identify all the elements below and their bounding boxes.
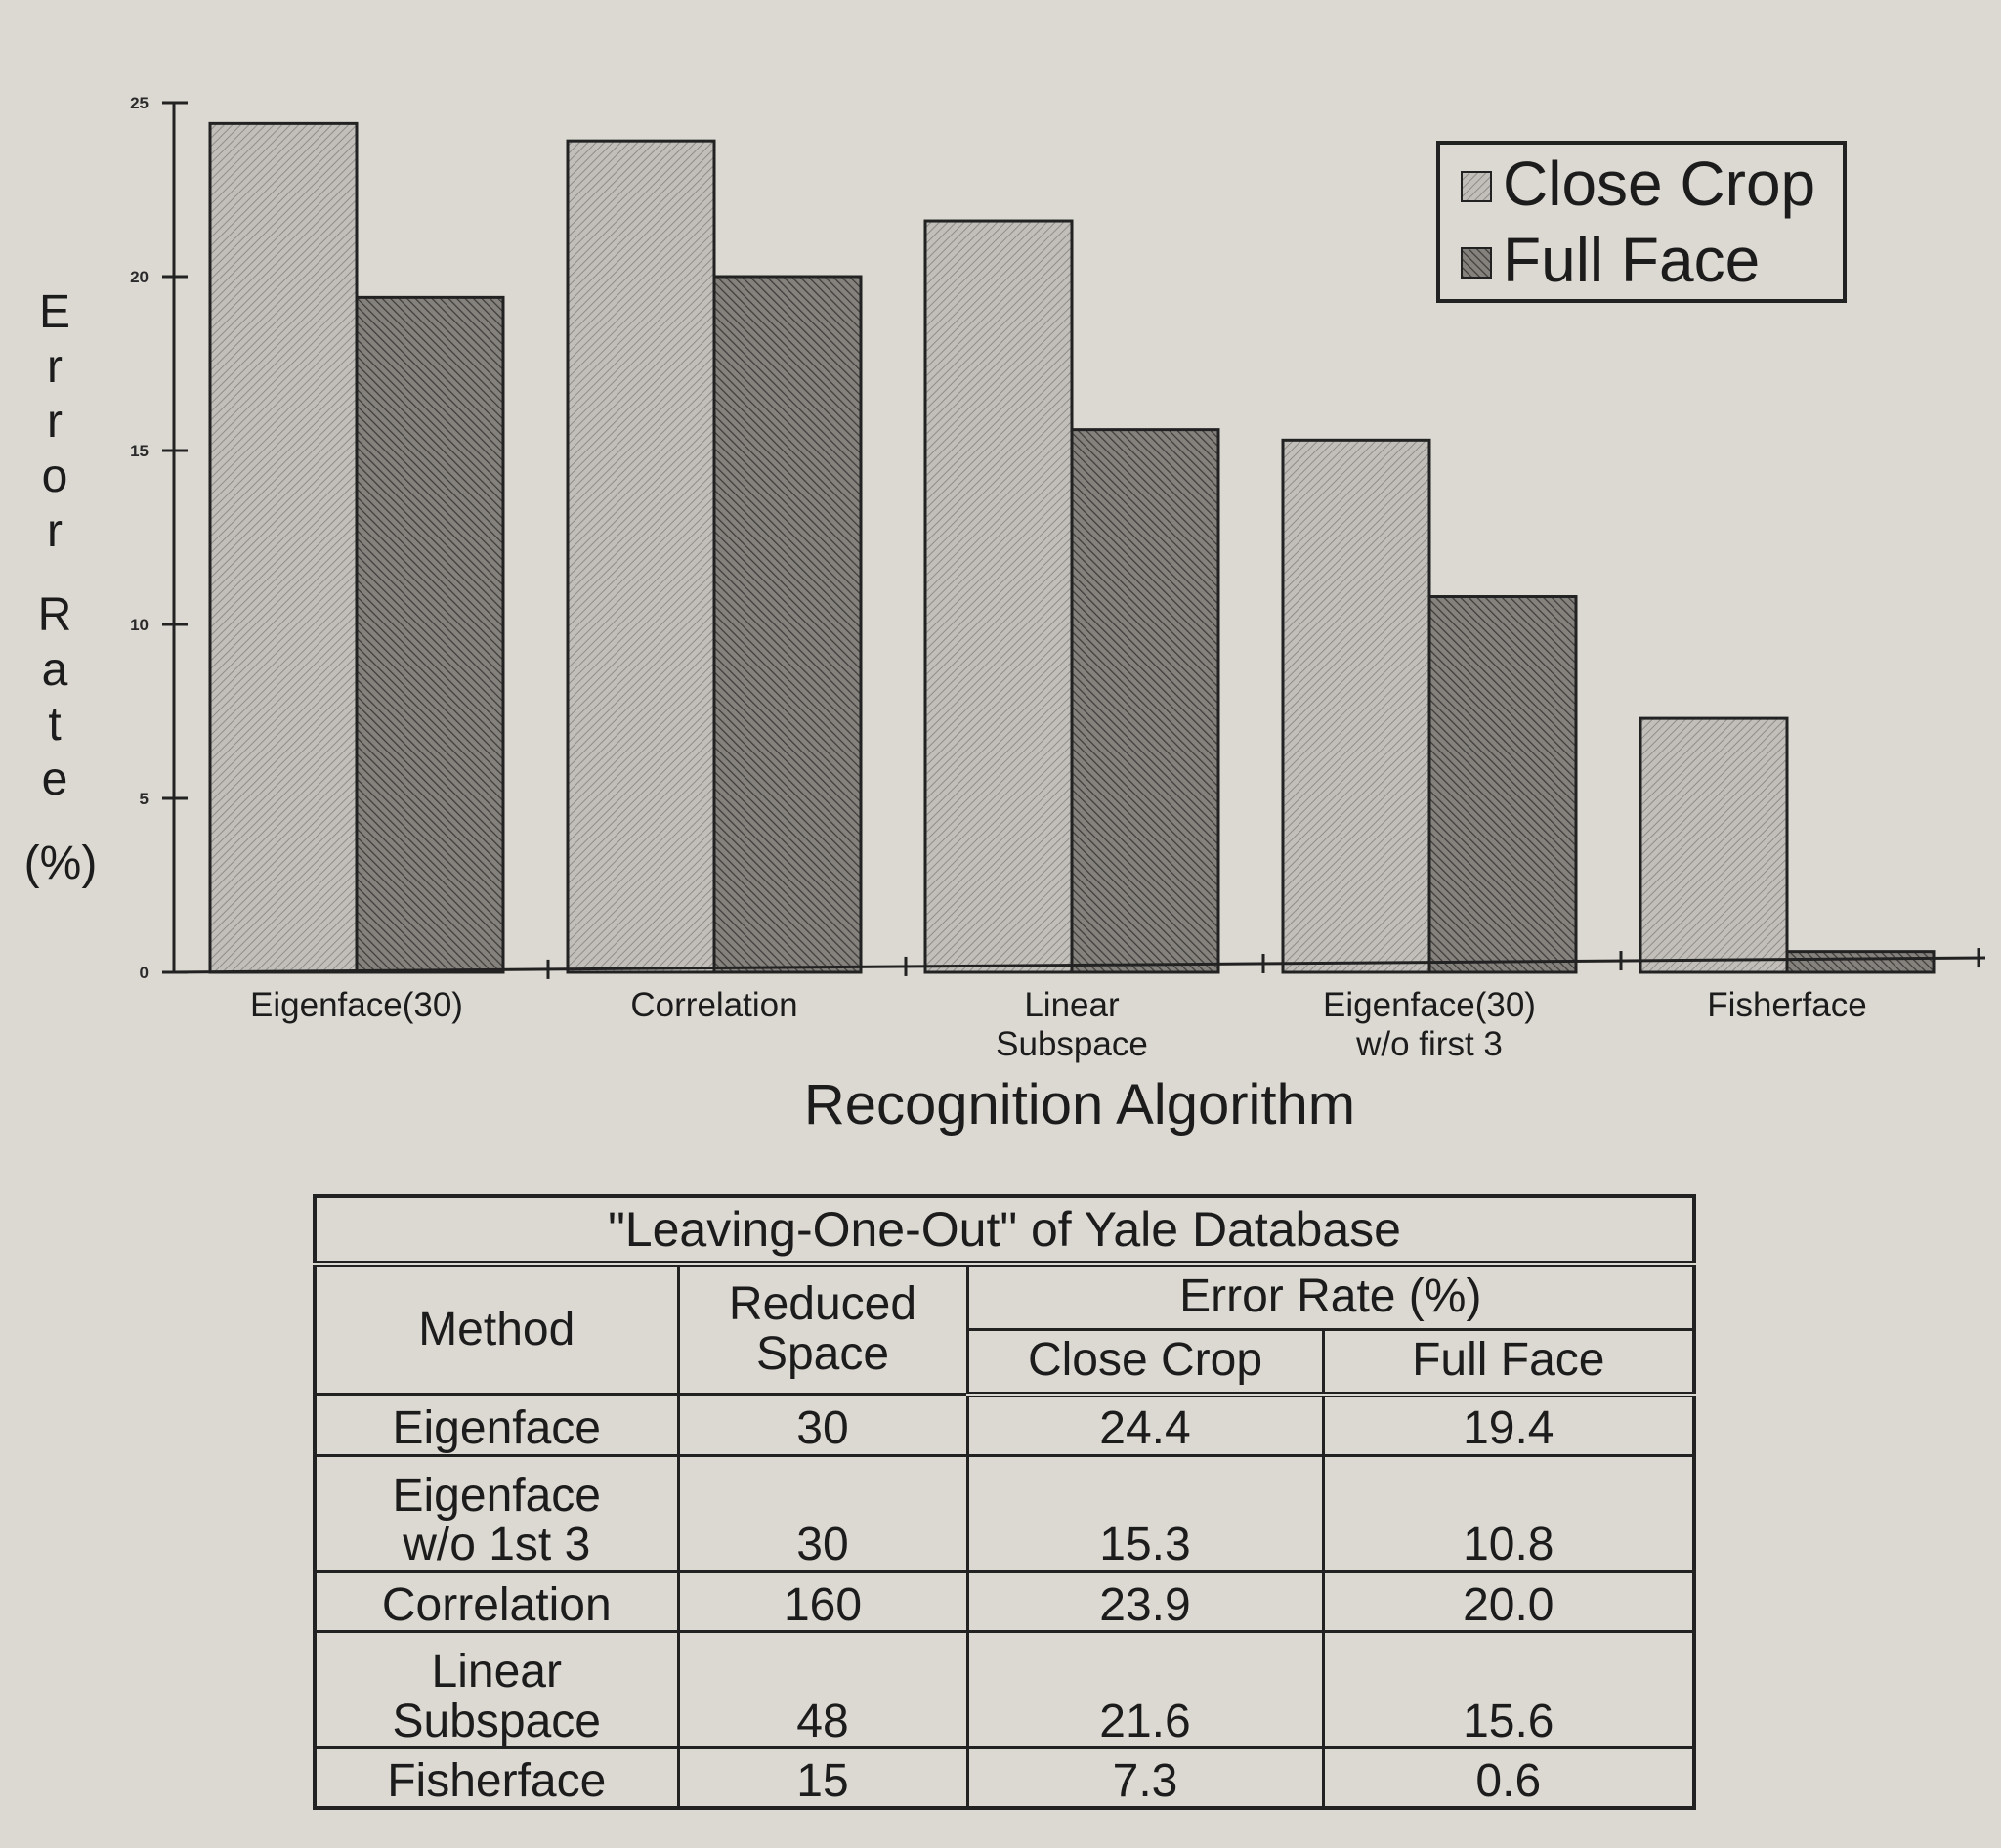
legend-label-close-crop: Close Crop: [1503, 149, 1815, 219]
y-axis-title-letter: t: [48, 699, 61, 751]
bar-close-crop: [1281, 438, 1431, 974]
header-full-face: Full Face: [1321, 1327, 1696, 1397]
bars-group: [208, 121, 1936, 974]
legend-swatch-full-face: [1461, 247, 1492, 279]
cell-method-line: Eigenface: [392, 1470, 602, 1523]
cell-full-face: 10.8: [1321, 1453, 1696, 1573]
x-ticks: [546, 948, 1980, 979]
header-error-rate: Error Rate (%): [965, 1262, 1696, 1331]
bar-full-face: [712, 275, 863, 974]
cell-method-line: Fisherface: [387, 1754, 607, 1807]
cell-reduced-space: 48: [676, 1629, 969, 1749]
category-label: w/o first 3: [1355, 1025, 1503, 1063]
legend: Close Crop Full Face: [1436, 141, 1847, 303]
y-axis-title-unit: (%): [24, 838, 98, 889]
cell-reduced-space: 30: [676, 1393, 969, 1457]
cell-method-line: Linear: [431, 1646, 562, 1698]
cell-full-face: 15.6: [1321, 1629, 1696, 1749]
cell-close-crop: 21.6: [965, 1629, 1325, 1749]
legend-box: [1436, 141, 1847, 303]
table-row: Eigenface 30 24.4 19.4: [313, 1393, 1696, 1457]
y-tick-label: 25: [130, 94, 149, 112]
cell-method: Eigenface: [313, 1393, 680, 1457]
bar-full-face: [1070, 428, 1220, 974]
y-axis-title-letter: a: [42, 644, 68, 696]
cell-method-line: Eigenface: [392, 1402, 602, 1455]
y-axis-title-letter: R: [38, 589, 72, 641]
table-row: Correlation 160 23.9 20.0: [313, 1569, 1696, 1633]
cell-method: Linear Subspace: [313, 1629, 680, 1749]
cell-close-crop: 23.9: [965, 1569, 1325, 1633]
category-label: Linear: [1024, 986, 1120, 1024]
table-row: Eigenface w/o 1st 3 30 15.3 10.8: [313, 1453, 1696, 1573]
y-tick-label: 15: [130, 442, 149, 460]
y-tick-label: 5: [140, 790, 149, 808]
cell-reduced-space: 160: [676, 1569, 969, 1633]
y-axis-title-letter: r: [47, 505, 63, 557]
category-label: Eigenface(30): [250, 986, 463, 1024]
y-axis-title-letter: r: [47, 341, 63, 393]
category-label: Fisherface: [1707, 986, 1866, 1024]
cell-reduced-space: 30: [676, 1453, 969, 1573]
header-method: Method: [313, 1262, 680, 1397]
y-tick-label: 20: [130, 268, 149, 286]
bar-close-crop: [566, 139, 716, 974]
cell-reduced-space: 15: [676, 1745, 969, 1810]
bar-full-face: [355, 295, 505, 974]
y-ticks: 0 5 10 15 20 25: [130, 94, 188, 982]
x-axis: [173, 956, 1986, 974]
cell-method: Eigenface w/o 1st 3: [313, 1453, 680, 1573]
cell-method-line: w/o 1st 3: [403, 1519, 591, 1571]
y-tick-label: 10: [130, 616, 149, 634]
cell-method-line: Correlation: [381, 1578, 612, 1631]
y-axis-title-letter: r: [47, 396, 63, 448]
cell-method-line: Subspace: [392, 1695, 602, 1747]
cell-close-crop: 24.4: [965, 1393, 1325, 1457]
x-axis-title: Recognition Algorithm: [804, 1073, 1355, 1137]
category-label: Correlation: [630, 986, 797, 1024]
cell-close-crop: 7.3: [965, 1745, 1325, 1810]
category-label: Eigenface(30): [1323, 986, 1536, 1024]
bar-full-face: [1427, 595, 1578, 974]
y-axis-title-letter: e: [42, 753, 68, 805]
y-tick-label: 0: [140, 964, 149, 982]
bar-close-crop: [208, 121, 359, 974]
bar-close-crop: [923, 219, 1074, 974]
cell-method: Correlation: [313, 1569, 680, 1633]
table-row: Linear Subspace 48 21.6 15.6: [313, 1629, 1696, 1749]
cell-method: Fisherface: [313, 1745, 680, 1810]
cell-full-face: 19.4: [1321, 1393, 1696, 1457]
table-caption: "Leaving-One-Out" of Yale Database: [313, 1194, 1696, 1268]
bar-chart: 0 5 10 15 20 25 Eigenface(30) Correlation Linea…: [24, 94, 1986, 1137]
category-label: Subspace: [996, 1025, 1148, 1063]
cell-close-crop: 15.3: [965, 1453, 1325, 1573]
bar-full-face: [1785, 950, 1936, 974]
header-reduced-space-line2: Space: [755, 1327, 890, 1380]
header-close-crop: Close Crop: [965, 1327, 1325, 1397]
y-axis-title-letter: o: [42, 451, 68, 502]
bar-close-crop: [1639, 716, 1789, 974]
legend-label-full-face: Full Face: [1503, 225, 1760, 295]
table-row: Fisherface 15 7.3 0.6: [313, 1745, 1696, 1810]
legend-swatch-close-crop: [1461, 171, 1492, 202]
cell-full-face: 0.6: [1321, 1745, 1696, 1810]
header-reduced-space: Reduced Space: [676, 1262, 969, 1397]
y-axis-title-letter: E: [39, 286, 70, 338]
header-reduced-space-line1: Reduced: [728, 1278, 917, 1331]
cell-full-face: 20.0: [1321, 1569, 1696, 1633]
yale-results-table: "Leaving-One-Out" of Yale Database Metho…: [313, 1194, 1697, 1810]
